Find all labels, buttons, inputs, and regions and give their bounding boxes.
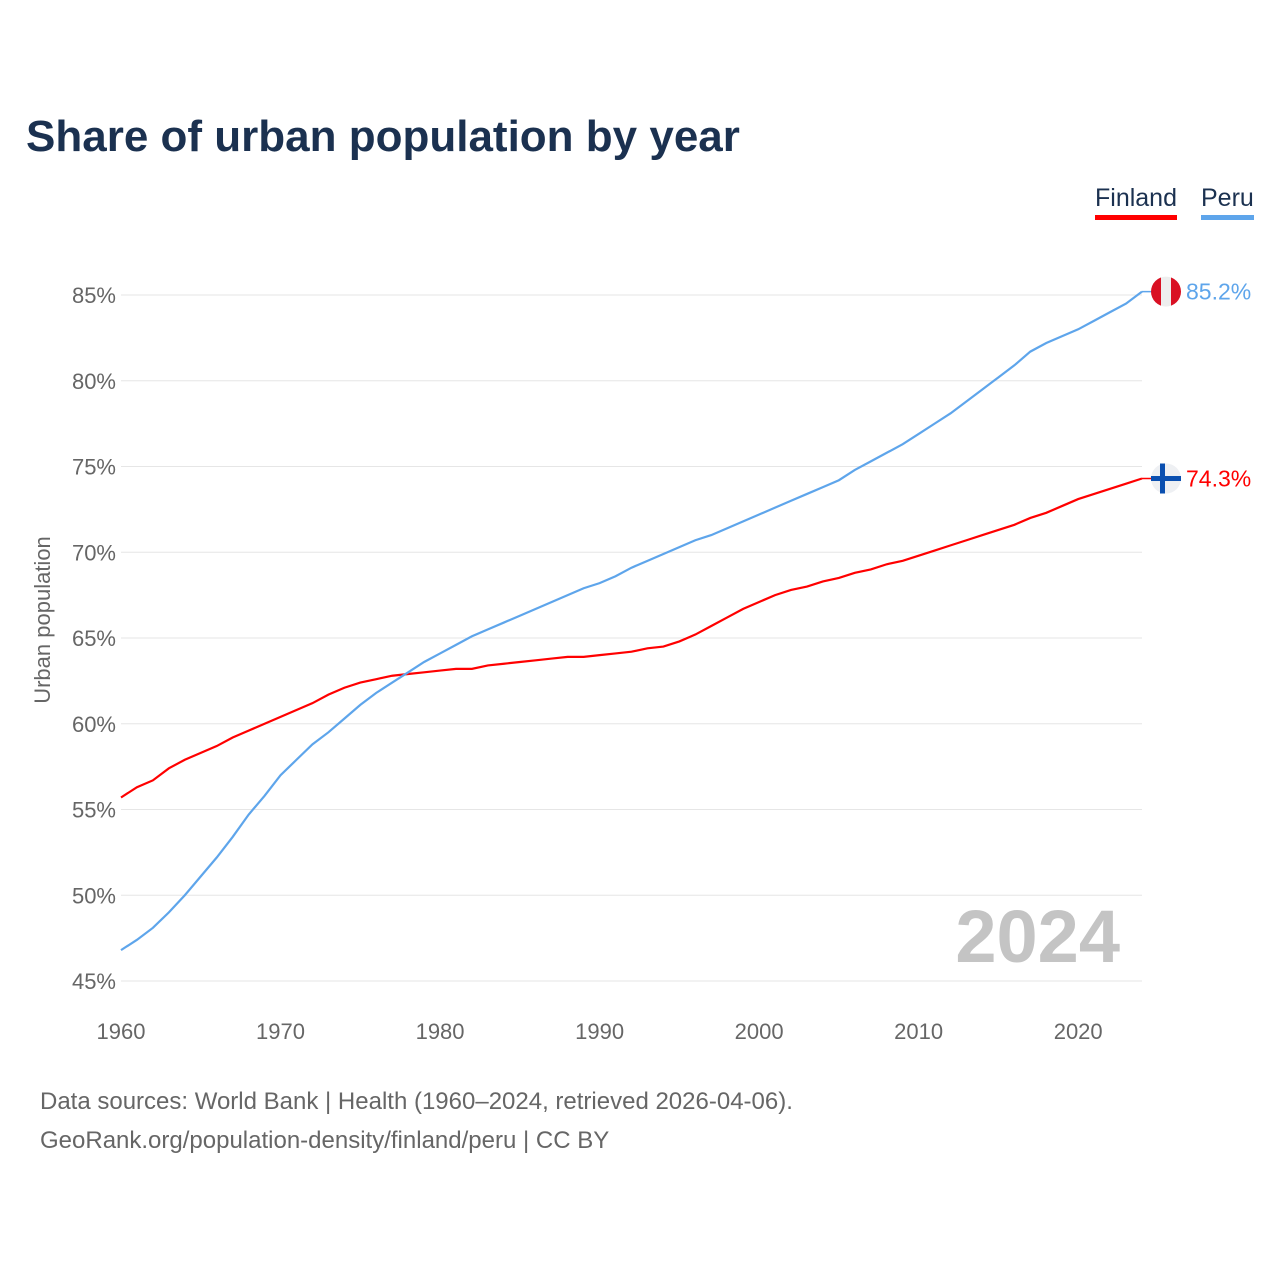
legend-swatch [1201,215,1254,220]
x-tick-label: 1960 [97,1019,146,1044]
y-tick-label: 55% [72,798,116,823]
legend-swatch [1095,215,1177,220]
series-line-finland [120,477,1143,799]
end-value-label: 74.3% [1186,466,1251,492]
x-tick-label: 2000 [735,1019,784,1044]
y-tick-label: 75% [72,455,116,480]
legend-label: Peru [1201,184,1254,212]
y-tick-label: 65% [72,626,116,651]
y-tick-label: 60% [72,712,116,737]
legend-item-finland[interactable]: Finland [1095,184,1177,220]
x-tick-label: 1990 [575,1019,624,1044]
y-tick-label: 50% [72,883,116,908]
y-tick-label: 70% [72,540,116,565]
year-watermark: 2024 [955,895,1120,978]
y-tick-label: 85% [72,283,116,308]
x-tick-label: 1970 [256,1019,305,1044]
y-tick-label: 80% [72,369,116,394]
y-tick-label: 45% [72,969,116,994]
footer-link[interactable]: GeoRank.org/population-density/finland/p… [40,1127,610,1154]
peru-flag-icon [1151,276,1181,307]
finland-flag-icon [1151,463,1181,494]
y-axis-label: Urban population [30,536,55,704]
footer-sources: Data sources: World Bank | Health (1960–… [40,1088,793,1115]
end-value-label: 85.2% [1186,279,1251,305]
x-tick-label: 2010 [894,1019,943,1044]
series-line-peru [120,290,1143,952]
legend-item-peru[interactable]: Peru [1201,184,1254,220]
x-tick-label: 2020 [1054,1019,1103,1044]
x-tick-label: 1980 [416,1019,465,1044]
legend-label: Finland [1095,184,1177,212]
chart-title: Share of urban population by year [26,112,740,161]
